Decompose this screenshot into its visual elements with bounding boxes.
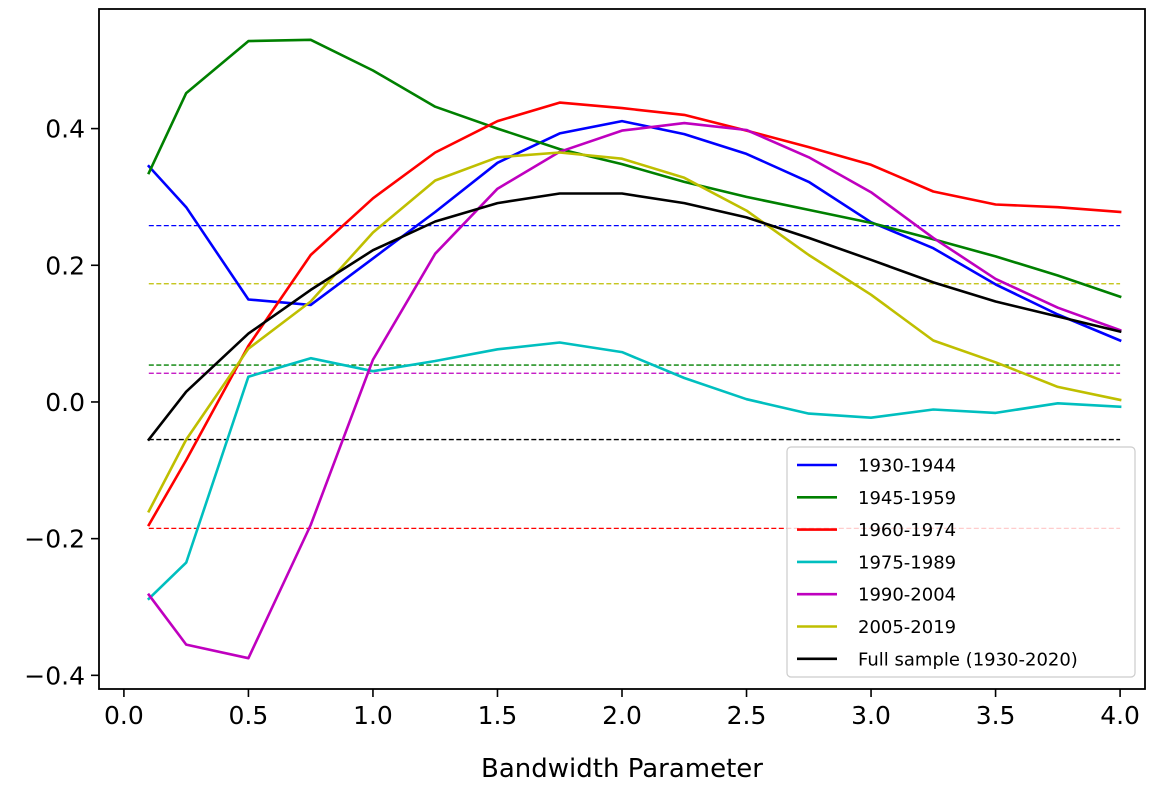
series-line-1960-1974 xyxy=(147,101,1122,527)
baseline-group xyxy=(148,224,1121,530)
legend-label-1960-1974: 1960-1974 xyxy=(858,520,956,541)
y-tick-label: 0.0 xyxy=(45,388,85,417)
x-tick-label: 1.0 xyxy=(353,701,393,730)
x-tick-label: 3.5 xyxy=(976,701,1016,730)
x-axis-label: Bandwidth Parameter xyxy=(481,754,763,784)
legend-label-1945-1959: 1945-1959 xyxy=(858,488,956,509)
series-line-1990-2004 xyxy=(146,121,1122,660)
legend: 1930-1944 1945-1959 1960-1974 1975-1989 1990… xyxy=(786,446,1136,678)
series-line-1945-1959 xyxy=(147,38,1122,299)
x-tick-label: 0.0 xyxy=(104,701,144,730)
series-lines-group xyxy=(146,38,1122,660)
legend-box xyxy=(786,446,1136,678)
y-tick-label: 0.2 xyxy=(45,251,85,280)
legend-label-full-sample-1930-2020: Full sample (1930-2020) xyxy=(858,649,1078,670)
x-tick-label: 0.5 xyxy=(229,701,269,730)
x-tick-label: 4.0 xyxy=(1100,701,1140,730)
legend-label-2005-2019: 2005-2019 xyxy=(858,617,956,638)
legend-label-1990-2004: 1990-2004 xyxy=(858,585,956,606)
series-line-1975-1989 xyxy=(146,341,1122,601)
x-tick-label: 2.0 xyxy=(602,701,642,730)
x-tick-label: 1.5 xyxy=(478,701,518,730)
legend-label-1975-1989: 1975-1989 xyxy=(858,552,956,573)
series-line-2005-2019 xyxy=(147,151,1122,514)
y-tick-label: −0.4 xyxy=(24,661,85,690)
series-line-full-sample-1930-2020 xyxy=(146,192,1122,442)
y-tick-label: 0.4 xyxy=(45,115,85,144)
legend-label-1930-1944: 1930-1944 xyxy=(858,456,956,477)
x-axis: 0.0 0.5 1.0 1.5 2.0 2.5 3.0 3.5 4.0 xyxy=(104,689,1140,730)
y-axis: −0.4 −0.2 0.0 0.2 0.4 xyxy=(24,115,99,690)
x-tick-label: 3.0 xyxy=(851,701,891,730)
x-tick-label: 2.5 xyxy=(727,701,767,730)
y-tick-label: −0.2 xyxy=(24,525,85,554)
